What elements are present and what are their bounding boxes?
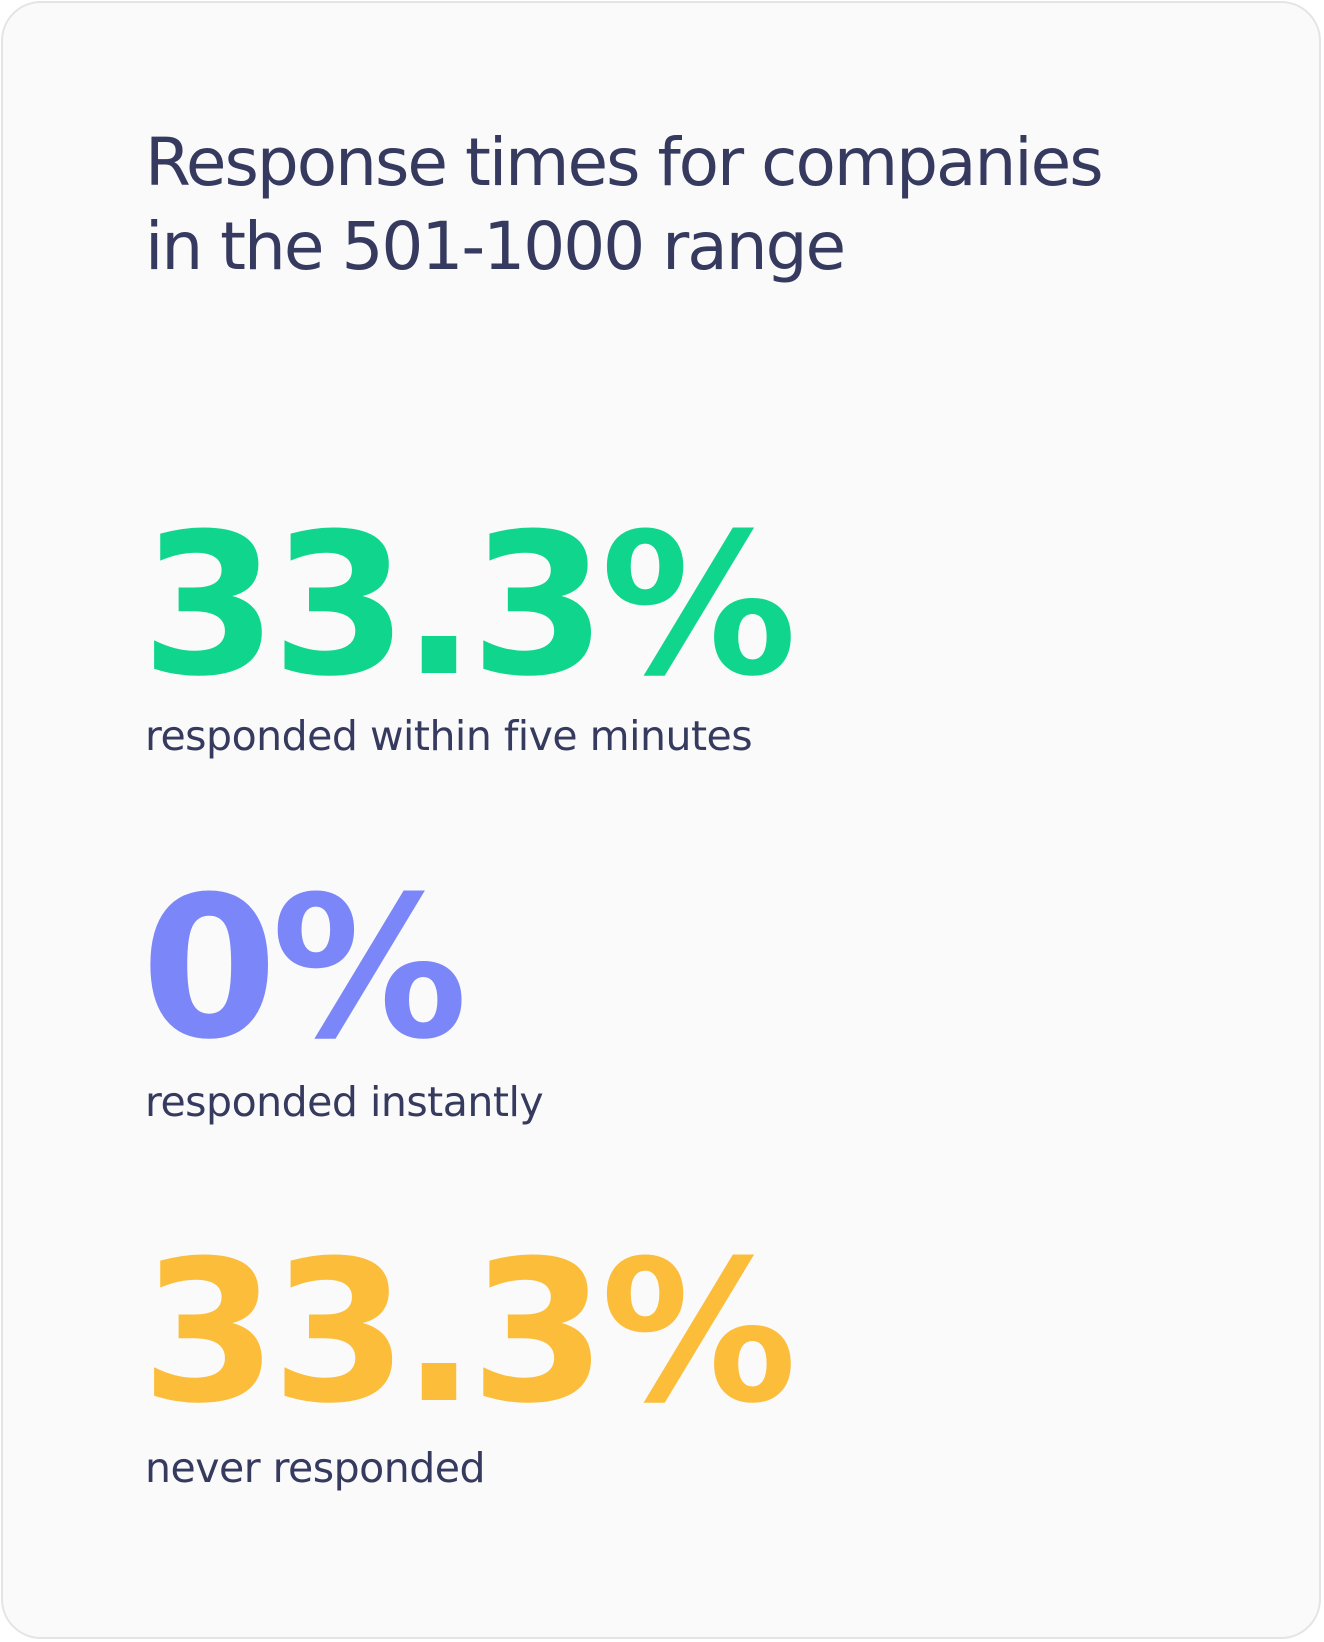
stat-label-five-minutes: responded within five minutes [145,712,753,760]
stat-label-instantly: responded instantly [145,1078,544,1126]
stat-value-five-minutes: 33.3% [141,492,797,720]
stat-value-never: 33.3% [141,1219,797,1447]
stat-label-never: never responded [145,1444,486,1492]
card-title: Response times for companies in the 501-… [145,124,1104,285]
stat-value-instantly: 0% [141,855,468,1083]
